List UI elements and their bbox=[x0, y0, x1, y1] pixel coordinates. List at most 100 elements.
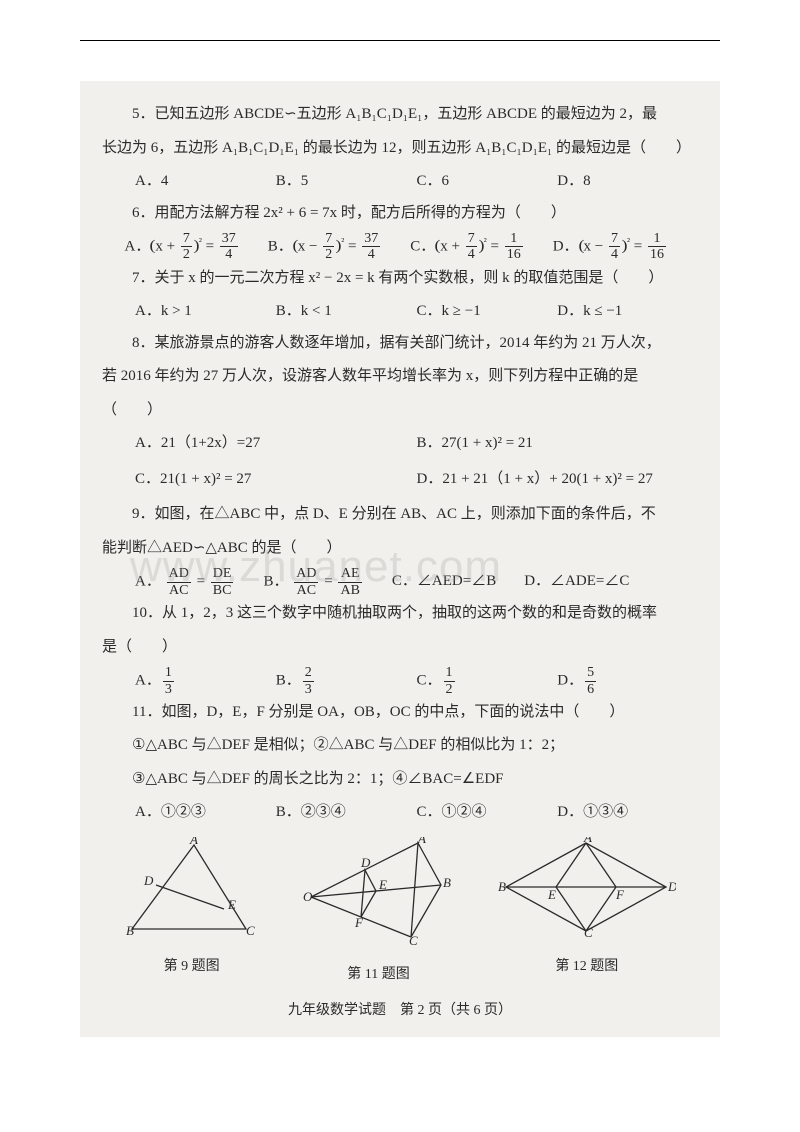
figure-12-svg: A B C D E F bbox=[498, 837, 676, 937]
q11-options: A．①②③ B．②③④ C．①②④ D．①③④ bbox=[135, 797, 698, 829]
num: 2 bbox=[303, 665, 314, 681]
num: 37 bbox=[362, 231, 380, 247]
q11-opt-d: D．①③④ bbox=[557, 797, 698, 829]
num: AD bbox=[167, 566, 191, 582]
svg-text:B: B bbox=[126, 923, 134, 937]
den: 16 bbox=[648, 247, 666, 262]
den: 16 bbox=[505, 247, 523, 262]
den: 2 bbox=[323, 247, 334, 262]
q11-line2: ①△ABC 与△DEF 是相似；②△ABC 与△DEF 的相似比为 1：2； bbox=[102, 730, 698, 762]
q9-stem-line1: 9．如图，在△ABC 中，点 D、E 分别在 AB、AC 上，则添加下面的条件后… bbox=[102, 499, 698, 531]
q6d-x: x − bbox=[584, 238, 604, 254]
q7-opt-b: B．k < 1 bbox=[276, 296, 417, 328]
svg-text:B: B bbox=[498, 879, 506, 894]
q7-opt-c: C．k ≥ −1 bbox=[417, 296, 558, 328]
svg-text:O: O bbox=[303, 889, 313, 904]
q9-opt-c: C．∠AED=∠B bbox=[392, 566, 496, 598]
fraction: 74 bbox=[466, 231, 477, 263]
q11-opt-a: A．①②③ bbox=[135, 797, 276, 829]
q5-opt-b: B．5 bbox=[276, 166, 417, 198]
figure-11: O A B C D E F 第 11 题图 bbox=[303, 837, 453, 990]
eq: = bbox=[206, 238, 218, 254]
svg-text:D: D bbox=[667, 879, 676, 894]
den: AB bbox=[338, 583, 361, 598]
den: AC bbox=[294, 583, 318, 598]
q5-opt-c: C．6 bbox=[417, 166, 558, 198]
q6-opt-d: D．(x − 74)² = 116 bbox=[553, 231, 668, 263]
page-container: www.zhuanet.com 5．已知五边形 ABCDE∽五边形 A₁B₁C₁… bbox=[0, 0, 800, 1057]
q7-opt-d: D．k ≤ −1 bbox=[557, 296, 698, 328]
q9-opt-d: D．∠ADE=∠C bbox=[524, 566, 629, 598]
num: DE bbox=[211, 566, 234, 582]
svg-text:D: D bbox=[143, 873, 154, 888]
fraction: 74 bbox=[609, 231, 620, 263]
num: 7 bbox=[181, 231, 192, 247]
opt-label: A． bbox=[135, 672, 161, 688]
figure-12-caption: 第 12 题图 bbox=[498, 952, 676, 981]
num: 7 bbox=[609, 231, 620, 247]
svg-text:D: D bbox=[360, 855, 371, 870]
figures-row: A B C D E 第 9 题图 O A B bbox=[102, 837, 698, 990]
svg-text:F: F bbox=[354, 915, 364, 930]
num: AD bbox=[294, 566, 318, 582]
opt-label: C． bbox=[410, 238, 435, 254]
q11-stem: 11．如图，D，E，F 分别是 OA，OB，OC 的中点，下面的说法中（ ） bbox=[102, 697, 698, 729]
q9-options: A． ADAC = DEBC B． ADAC = AEAB C．∠AED=∠B … bbox=[135, 566, 698, 598]
q8-stem-line1: 8．某旅游景点的游客人数逐年增加，据有关部门统计，2014 年约为 21 万人次… bbox=[102, 328, 698, 360]
fraction: DEBC bbox=[211, 566, 234, 598]
q6-opt-c: C．(x + 74)² = 116 bbox=[410, 231, 524, 263]
q10-options: A．13 B．23 C．12 D．56 bbox=[135, 665, 698, 697]
fraction: AEAB bbox=[338, 566, 361, 598]
num: 7 bbox=[323, 231, 334, 247]
num: 37 bbox=[220, 231, 238, 247]
num: 1 bbox=[444, 665, 455, 681]
figure-11-caption: 第 11 题图 bbox=[303, 960, 453, 989]
svg-text:C: C bbox=[584, 925, 593, 937]
q8-opt-b: B．27(1 + x)² = 21 bbox=[417, 428, 699, 460]
q5-opt-a: A．4 bbox=[135, 166, 276, 198]
fraction: 56 bbox=[585, 665, 596, 697]
den: AC bbox=[167, 583, 191, 598]
q11-opt-c: C．①②④ bbox=[417, 797, 558, 829]
den: 4 bbox=[466, 247, 477, 262]
q8-opt-a: A．21（1+2x）=27 bbox=[135, 428, 417, 460]
den: 3 bbox=[303, 682, 314, 697]
q5-opt-d: D．8 bbox=[557, 166, 698, 198]
den: 3 bbox=[163, 682, 174, 697]
q10-opt-d: D．56 bbox=[557, 665, 698, 697]
opt-label: D． bbox=[553, 238, 579, 254]
figure-9-caption: 第 9 题图 bbox=[124, 952, 259, 981]
fraction: 72 bbox=[181, 231, 192, 263]
page-footer: 九年级数学试题 第 2 页（共 6 页） bbox=[102, 996, 698, 1025]
q6-options: A．(x + 72)² = 374 B．(x − 72)² = 374 C．(x… bbox=[125, 231, 699, 263]
q10-opt-b: B．23 bbox=[276, 665, 417, 697]
q7-stem: 7．关于 x 的一元二次方程 x² − 2x = k 有两个实数根，则 k 的取… bbox=[102, 263, 698, 295]
opt-label: B． bbox=[276, 672, 301, 688]
q7-opt-a: A．k > 1 bbox=[135, 296, 276, 328]
opt-label: B． bbox=[263, 574, 288, 590]
q8-options: A．21（1+2x）=27 B．27(1 + x)² = 21 C．21(1 +… bbox=[135, 428, 698, 499]
q9-opt-a: A． ADAC = DEBC bbox=[135, 566, 235, 598]
svg-text:A: A bbox=[417, 837, 426, 846]
svg-text:F: F bbox=[615, 887, 625, 902]
q10-opt-a: A．13 bbox=[135, 665, 276, 697]
figure-12: A B C D E F 第 12 题图 bbox=[498, 837, 676, 990]
q8-stem-line3: （ ） bbox=[102, 395, 698, 427]
den: 2 bbox=[444, 682, 455, 697]
opt-label: B． bbox=[268, 238, 293, 254]
q8-opt-d: D．21 + 21（1 + x）+ 20(1 + x)² = 27 bbox=[417, 464, 699, 496]
q6-opt-a: A．(x + 72)² = 374 bbox=[125, 231, 240, 263]
fraction: 116 bbox=[648, 231, 666, 263]
den: 6 bbox=[585, 682, 596, 697]
figure-9: A B C D E 第 9 题图 bbox=[124, 837, 259, 990]
top-rule bbox=[80, 40, 720, 41]
scanned-content: www.zhuanet.com 5．已知五边形 ABCDE∽五边形 A₁B₁C₁… bbox=[80, 81, 720, 1037]
den: 4 bbox=[609, 247, 620, 262]
den: BC bbox=[211, 583, 234, 598]
q8-opt-c: C．21(1 + x)² = 27 bbox=[135, 464, 417, 496]
svg-text:C: C bbox=[409, 933, 418, 945]
fraction: 72 bbox=[323, 231, 334, 263]
q11-line3: ③△ABC 与△DEF 的周长之比为 2：1；④∠BAC=∠EDF bbox=[102, 764, 698, 796]
num: 1 bbox=[163, 665, 174, 681]
svg-text:E: E bbox=[547, 887, 556, 902]
